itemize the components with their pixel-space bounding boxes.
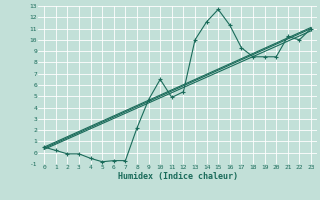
X-axis label: Humidex (Indice chaleur): Humidex (Indice chaleur) <box>118 172 238 181</box>
